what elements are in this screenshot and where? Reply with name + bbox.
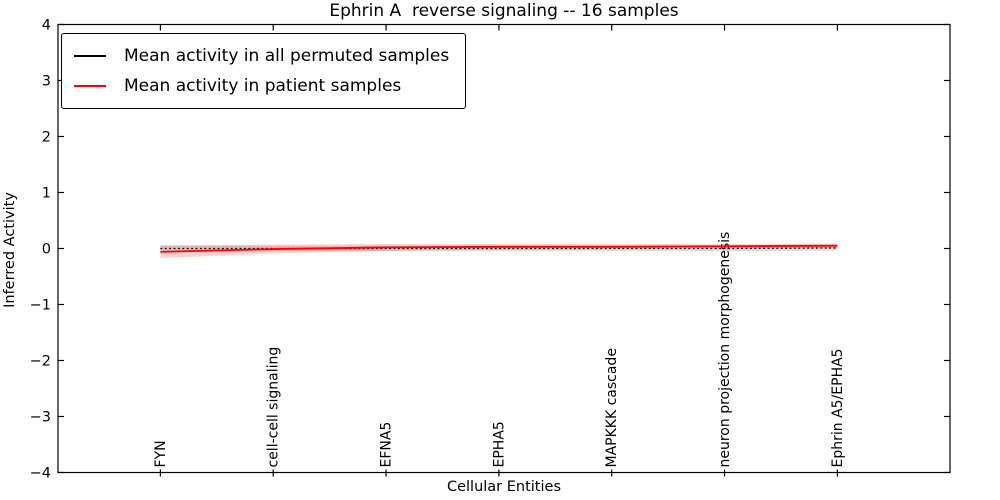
svg-text:1: 1 xyxy=(42,186,51,202)
legend-label-permuted: Mean activity in all permuted samples xyxy=(124,46,450,66)
svg-text:2: 2 xyxy=(42,130,51,146)
svg-text:neuron projection morphogenesi: neuron projection morphogenesis xyxy=(717,232,733,468)
svg-text:−4: −4 xyxy=(30,466,51,482)
svg-text:Ephrin A5/EPHA5: Ephrin A5/EPHA5 xyxy=(830,348,846,467)
legend-item-permuted: Mean activity in all permuted samples xyxy=(74,41,449,71)
svg-text:−3: −3 xyxy=(30,410,51,426)
svg-text:−2: −2 xyxy=(30,354,51,370)
svg-text:cell-cell signaling: cell-cell signaling xyxy=(266,347,282,468)
legend-line-sample-patient xyxy=(74,85,106,87)
svg-text:0: 0 xyxy=(42,242,51,258)
x-axis-label: Cellular Entities xyxy=(446,479,562,495)
svg-text:−1: −1 xyxy=(30,298,51,314)
legend: Mean activity in all permuted samples Me… xyxy=(61,33,467,109)
svg-text:FYN: FYN xyxy=(153,440,169,467)
svg-text:EPHA5: EPHA5 xyxy=(491,421,507,467)
svg-text:3: 3 xyxy=(42,74,51,90)
legend-label-patient: Mean activity in patient samples xyxy=(124,76,402,96)
svg-text:4: 4 xyxy=(42,18,51,34)
legend-item-patient: Mean activity in patient samples xyxy=(74,71,449,101)
svg-text:MAPKKK cascade: MAPKKK cascade xyxy=(604,348,620,467)
svg-text:EFNA5: EFNA5 xyxy=(379,422,395,468)
chart-title: Ephrin A reverse signaling -- 16 samples xyxy=(329,1,679,21)
legend-line-sample-permuted xyxy=(74,55,106,57)
